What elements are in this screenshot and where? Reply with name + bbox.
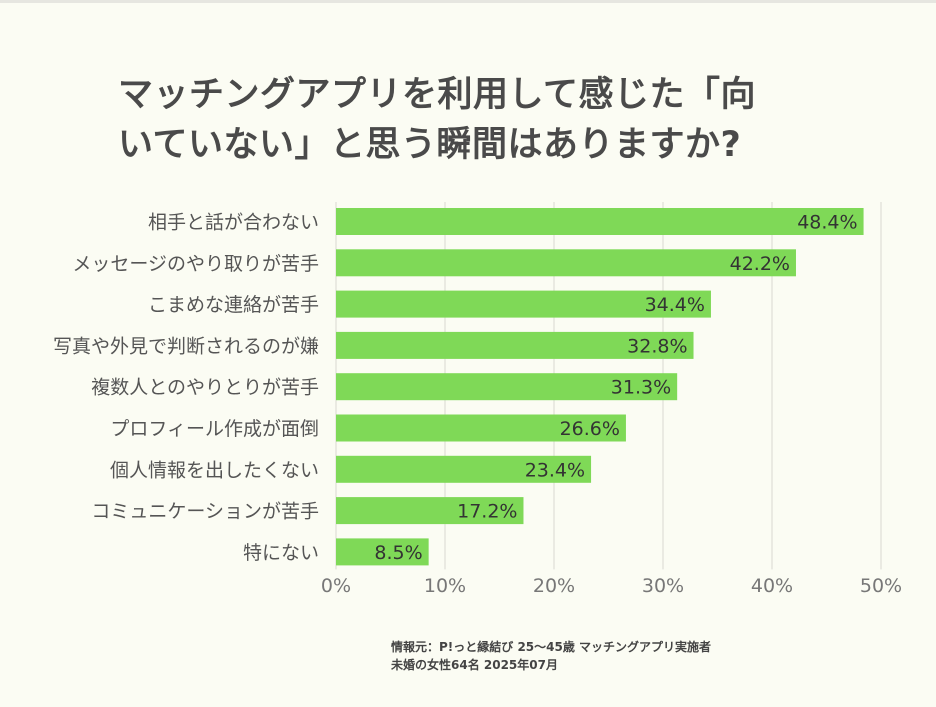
chart-title: マッチングアプリを利用して感じた「向 いていない」と思う瞬間はありますか? [118,70,818,170]
value-label-1: 42.2% [730,253,790,275]
category-label-8: 特にない [243,542,319,564]
x-tick-label-3: 30% [642,575,684,597]
category-label-6: 個人情報を出したくない [110,459,319,481]
category-label-4: 複数人とのやりとりが苦手 [91,377,319,399]
source-line-2: 未婚の女性64名 2025年07月 [391,658,558,672]
bar-5 [336,414,626,442]
bar-4 [336,373,678,401]
source-note: 情報元：P!っと縁結び 25〜45歳 マッチングアプリ実施者 未婚の女性64名 … [391,638,711,674]
x-tick-label-4: 40% [751,575,793,597]
value-label-6: 23.4% [525,459,585,481]
x-tick-label-2: 20% [533,575,575,597]
value-label-5: 26.6% [560,418,620,440]
category-label-5: プロフィール作成が面倒 [110,418,319,440]
bar-3 [336,331,694,359]
category-label-2: こまめな連絡が苦手 [148,294,319,316]
value-label-4: 31.3% [611,377,671,399]
bar-1 [336,249,796,277]
bar-2 [336,290,711,318]
x-tick-label-1: 10% [424,575,466,597]
value-label-0: 48.4% [797,212,857,234]
value-label-2: 34.4% [645,294,705,316]
value-label-3: 32.8% [627,335,687,357]
bar-7 [336,497,524,525]
top-border [0,0,936,3]
category-label-1: メッセージのやり取りが苦手 [72,253,319,275]
category-label-3: 写真や外見で判断されるのが嫌 [53,335,319,357]
x-tick-label-0: 0% [321,575,351,597]
source-line-1: 情報元：P!っと縁結び 25〜45歳 マッチングアプリ実施者 [391,640,712,654]
chart-title-line-1: マッチングアプリを利用して感じた「向 [118,75,756,115]
value-label-8: 8.5% [374,542,422,564]
category-label-7: コミュニケーションが苦手 [91,501,319,523]
bar-0 [336,208,864,235]
category-label-0: 相手と話が合わない [148,212,319,234]
bar-6 [336,455,592,483]
x-tick-label-5: 50% [860,575,902,597]
bar-8 [336,538,429,566]
chart-title-line-2: いていない」と思う瞬間はありますか? [118,125,742,165]
value-label-7: 17.2% [457,501,517,523]
